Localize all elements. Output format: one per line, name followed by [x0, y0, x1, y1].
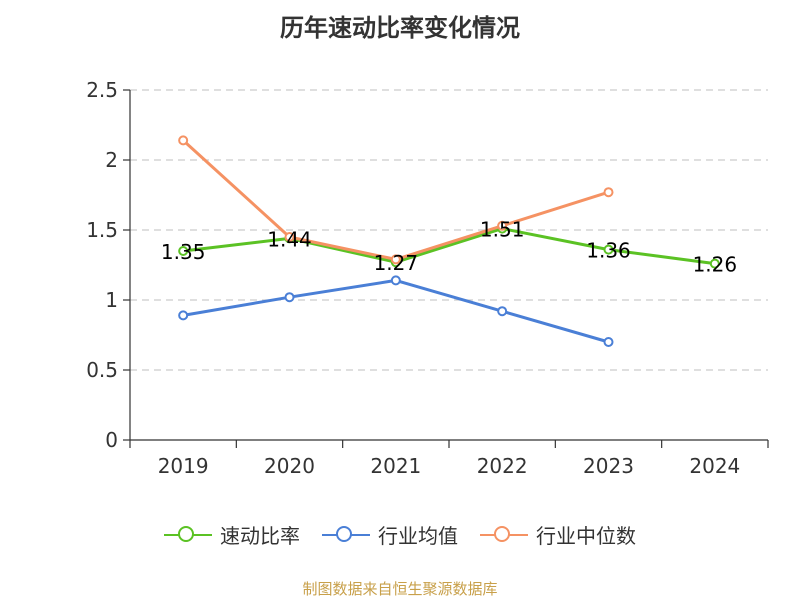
legend-swatch-industry-mean — [322, 523, 370, 547]
gridlines — [130, 89, 768, 371]
series-1-point-2023 — [603, 337, 614, 347]
legend-label-industry-median: 行业中位数 — [536, 524, 636, 548]
series-2-point-2023 — [603, 187, 614, 198]
x-tick-label-2020: 2020 — [264, 454, 315, 478]
data-label-2024: 1.26 — [693, 253, 738, 277]
data-label-2020: 1.44 — [267, 227, 312, 251]
series-line-1 — [182, 278, 609, 344]
series-1-point-2021 — [390, 275, 401, 286]
y-tick-label-2: 1 — [105, 288, 118, 312]
x-tick-label-2019: 2019 — [158, 454, 209, 478]
x-tick-label-2021: 2021 — [370, 454, 421, 478]
chart-title: 历年速动比率变化情况 — [280, 14, 520, 42]
data-labels: 1.35 1.44 1.27 1.51 1.36 1.26 — [161, 218, 737, 277]
series-0-point-2019 — [178, 246, 189, 256]
series-line-2 — [182, 139, 609, 261]
legend-swatch-industry-median — [480, 523, 528, 547]
data-label-2023: 1.36 — [586, 239, 631, 263]
y-tick-label-5: 2.5 — [86, 78, 118, 102]
x-tick-label-2024: 2024 — [689, 454, 740, 478]
y-tick-label-1: 0.5 — [86, 358, 118, 382]
legend-label-industry-mean: 行业均值 — [378, 524, 458, 548]
series-1-point-2019 — [178, 310, 189, 321]
legend-label-quick-ratio: 速动比率 — [220, 524, 300, 548]
x-tick-label-2023: 2023 — [583, 454, 634, 478]
series-2-point-2021 — [390, 254, 401, 265]
series-2-point-2020 — [284, 232, 295, 242]
legend-ring-quick-ratio — [178, 525, 194, 542]
legend-item-industry-mean[interactable]: 行业均值 — [322, 520, 458, 549]
series-2-point-2022 — [497, 220, 508, 231]
axes: 0 0.5 1 1.5 2 2.5 2019 2020 2021 2022 2023 2024 — [86, 78, 769, 478]
series-0-point-2023 — [603, 244, 614, 255]
series-lines — [178, 135, 720, 347]
series-0-point-2024 — [709, 258, 720, 269]
series-1-point-2020 — [284, 292, 295, 303]
y-tick-label-3: 1.5 — [86, 218, 118, 242]
legend: 速动比率 行业均值 行业中位数 — [0, 520, 800, 549]
x-tick-label-2022: 2022 — [477, 454, 528, 478]
data-label-2019: 1.35 — [161, 240, 206, 264]
data-label-2021: 1.27 — [374, 251, 419, 275]
y-tick-label-0: 0 — [105, 428, 118, 452]
legend-swatch-quick-ratio — [164, 523, 212, 547]
series-1-point-2022 — [497, 306, 508, 317]
data-label-2022: 1.51 — [480, 218, 525, 242]
legend-item-industry-median[interactable]: 行业中位数 — [480, 520, 636, 549]
series-2-point-2019 — [178, 135, 189, 146]
y-tick-label-4: 2 — [105, 148, 118, 172]
series-line-0 — [182, 227, 716, 266]
source-note: 制图数据来自恒生聚源数据库 — [302, 580, 498, 598]
legend-ring-industry-mean — [336, 525, 352, 542]
legend-ring-industry-median — [494, 525, 510, 542]
legend-item-quick-ratio[interactable]: 速动比率 — [164, 520, 300, 549]
